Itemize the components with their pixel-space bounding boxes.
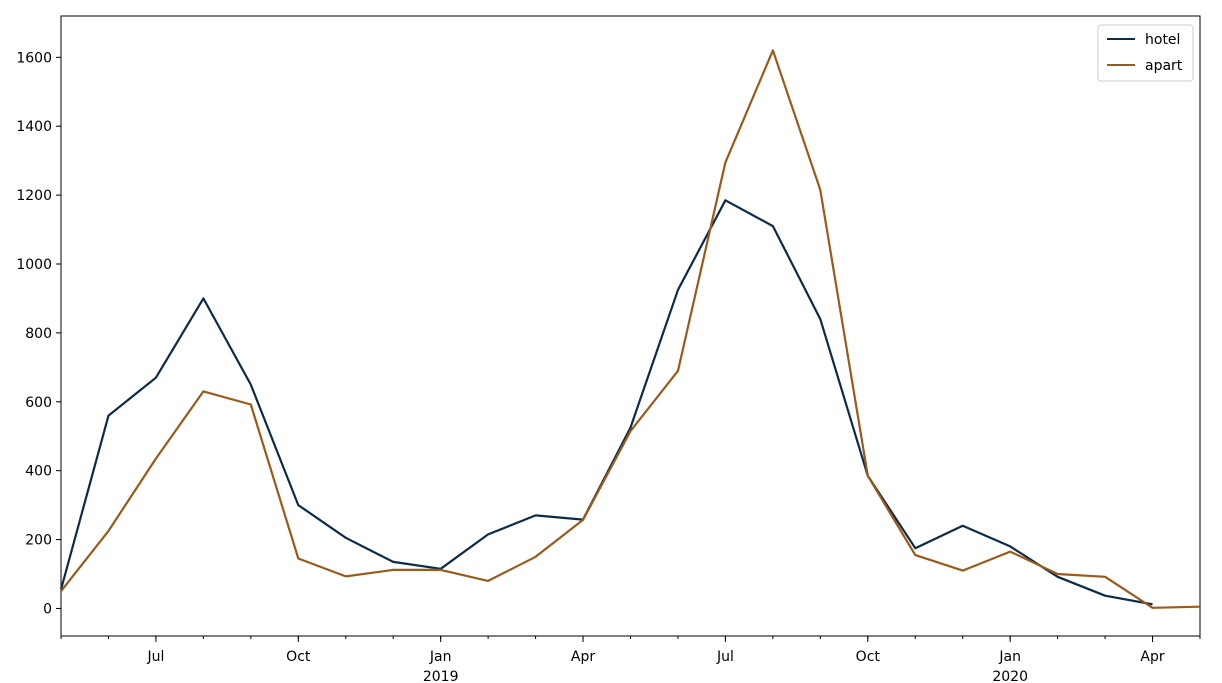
plot-frame: [60, 15, 1201, 637]
y-tick-label: 0: [43, 601, 52, 617]
y-tick-label: 200: [25, 533, 52, 549]
series-lines: [59, 49, 1201, 609]
y-tick-label: 800: [25, 326, 52, 342]
x-tick-label: Oct: [286, 649, 311, 665]
series-line-apart: [60, 49, 1201, 609]
x-tick-label: Apr: [571, 649, 595, 665]
x-tick-label: Jan: [429, 649, 452, 665]
y-axis: 0 200 400 600 800 1000 1200 1400 1600: [16, 50, 61, 617]
x-tick-label: Jul: [716, 649, 734, 665]
y-tick-label: 400: [25, 464, 52, 480]
legend: hotel apart: [1097, 24, 1194, 82]
x-tick-label: Oct: [856, 649, 881, 665]
y-tick-label: 1200: [16, 188, 52, 204]
y-tick-label: 1000: [16, 257, 52, 273]
x-tick-label: Jan: [998, 649, 1021, 665]
y-tick-label: 1600: [16, 50, 52, 66]
x-tick-year-label: 2019: [423, 669, 459, 683]
axes-frame: [60, 15, 1201, 637]
x-tick-year-label: 2020: [992, 669, 1028, 683]
x-tick-label: Jul: [146, 649, 164, 665]
legend-label-apart: apart: [1145, 58, 1183, 74]
x-axis: Jul Oct Jan 2019 Apr Jul Oct Jan 2020 Apr: [60, 636, 1201, 683]
legend-label-hotel: hotel: [1145, 32, 1180, 48]
y-tick-label: 1400: [16, 119, 52, 135]
y-tick-label: 600: [25, 395, 52, 411]
x-tick-label: Apr: [1140, 649, 1164, 665]
series-line-hotel: [59, 199, 1153, 606]
